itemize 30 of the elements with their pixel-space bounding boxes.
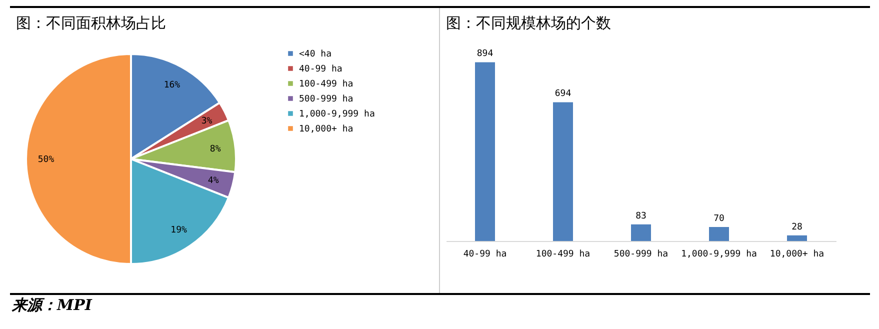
x-tick-label: 40-99 ha — [463, 250, 507, 260]
bar — [709, 227, 729, 241]
legend-label: 10,000+ ha — [299, 124, 354, 134]
data-label: 83 — [636, 211, 646, 222]
source-note: 来源：MPI — [12, 296, 92, 315]
legend-label: 100-499 ha — [299, 80, 354, 90]
x-tick-label: 500-999 ha — [614, 250, 668, 260]
data-label: 8% — [210, 144, 222, 154]
data-label: 16% — [164, 80, 181, 91]
data-label: 70 — [714, 214, 724, 224]
data-label: 3% — [201, 116, 213, 126]
data-label: 50% — [38, 155, 55, 165]
x-tick-label: 1,000-9,999 ha — [681, 250, 757, 260]
legend-label: 500-999 ha — [299, 94, 354, 104]
data-label: 19% — [170, 225, 188, 236]
bar — [553, 102, 573, 241]
legend-label: 1,000-9,999 ha — [299, 110, 375, 120]
x-tick-label: 100-499 ha — [536, 250, 590, 260]
bar — [631, 224, 651, 241]
data-label: 694 — [554, 89, 572, 100]
x-tick-label: 10,000+ ha — [770, 250, 824, 260]
chart-title: 图：不同规模林场的个数 — [446, 14, 611, 32]
data-label: 28 — [792, 222, 802, 232]
chart-title: 图：不同面积林场占比 — [16, 14, 166, 32]
bar — [787, 235, 807, 241]
bar — [475, 62, 495, 241]
data-label: 4% — [208, 176, 220, 186]
data-label: 894 — [476, 49, 494, 60]
legend-label: <40 ha — [299, 50, 332, 60]
legend-label: 40-99 ha — [299, 64, 342, 74]
